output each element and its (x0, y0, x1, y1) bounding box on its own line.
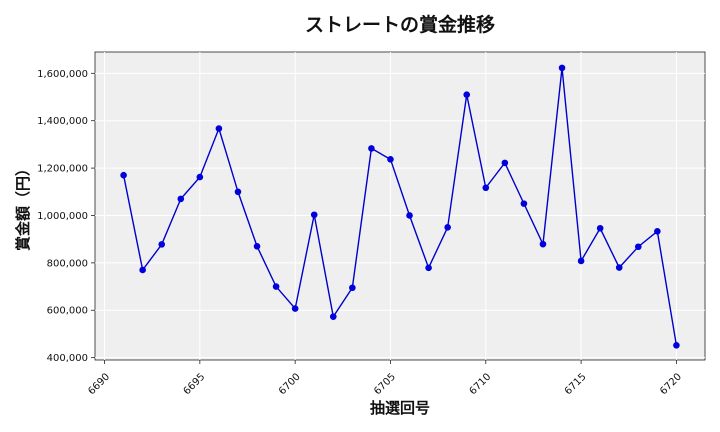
series-group (120, 64, 680, 349)
data-point (425, 264, 432, 272)
x-tick-label: 6715 (563, 371, 589, 397)
data-point (139, 266, 146, 274)
data-point (615, 264, 623, 271)
data-point (120, 171, 127, 179)
data-point (349, 284, 356, 292)
data-point (463, 91, 471, 98)
grid (95, 52, 705, 360)
plot-area (94, 51, 706, 361)
y-tick-label: 1,000,000 (37, 211, 88, 222)
data-point (177, 195, 185, 203)
data-point (272, 283, 280, 290)
y-axis-label: 賞金額（円） (14, 161, 32, 251)
data-point (291, 305, 299, 312)
data-point (654, 228, 661, 235)
y-axis: 400,000 600,000 800,000 1,000,000 1,200,000 1… (37, 69, 95, 364)
y-tick-label: 1,400,000 (37, 116, 88, 127)
x-tick-label: 6690 (86, 371, 112, 397)
data-point (368, 145, 375, 152)
data-point (253, 242, 261, 250)
x-tick-label: 6700 (277, 371, 303, 397)
x-axis-label: 抽選回号 (370, 399, 430, 417)
x-axis: 6690 6695 6700 6705 6710 6715 6720 (86, 360, 684, 397)
y-tick-label: 800,000 (47, 258, 88, 269)
x-tick-label: 6695 (182, 371, 208, 397)
chart-title: ストレートの賞金推移 (305, 13, 495, 36)
data-point (596, 224, 604, 232)
data-point (577, 257, 585, 265)
data-point (329, 313, 337, 320)
data-point (634, 243, 642, 251)
data-point (158, 241, 166, 248)
data-point (406, 212, 413, 219)
y-tick-label: 600,000 (47, 306, 88, 317)
series-line (122, 67, 678, 346)
data-point (520, 200, 528, 207)
x-tick-label: 6705 (372, 371, 398, 397)
data-point (234, 188, 242, 196)
data-point (215, 125, 223, 132)
y-tick-label: 1,600,000 (37, 69, 88, 80)
data-point (558, 64, 566, 72)
data-point (387, 156, 394, 163)
data-point (310, 211, 318, 219)
data-point (539, 240, 547, 248)
data-point (673, 342, 680, 349)
x-tick-label: 6710 (468, 371, 494, 397)
data-point (196, 173, 204, 181)
x-tick-label: 6720 (658, 371, 684, 397)
data-point (501, 159, 509, 167)
y-tick-label: 1,200,000 (37, 164, 88, 175)
y-tick-label: 400,000 (47, 353, 88, 364)
data-point (482, 184, 490, 192)
data-point (444, 224, 451, 231)
